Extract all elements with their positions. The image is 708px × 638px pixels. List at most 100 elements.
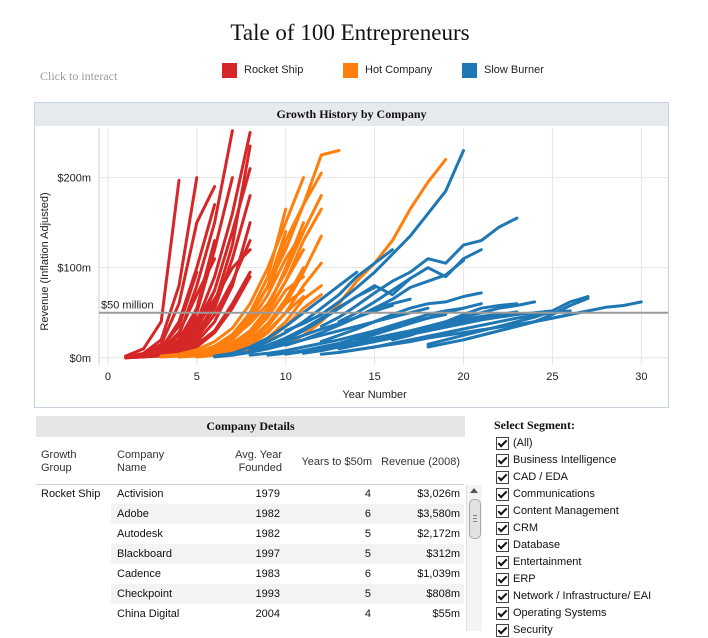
- chart-header: Growth History by Company: [35, 103, 668, 126]
- row-stripe: [111, 504, 464, 524]
- table-row[interactable]: Blackboard 1997 5 $312m: [36, 544, 464, 564]
- column-header-line: Name: [117, 462, 147, 474]
- series-line: [426, 295, 590, 346]
- click-to-interact-hint[interactable]: Click to interact: [40, 69, 118, 83]
- revenue-cell: $3,580m: [417, 508, 460, 520]
- years-cell: 5: [364, 528, 371, 540]
- table-header-divider: [36, 484, 464, 485]
- segment-option-network-infrastructure-eai[interactable]: Network / Infrastructure/ EAI: [496, 588, 651, 604]
- series-line: [159, 306, 270, 359]
- segment-label: ERP: [513, 573, 536, 585]
- checkbox-checked-icon[interactable]: [496, 504, 509, 518]
- segment-option-business-intelligence[interactable]: Business Intelligence: [496, 452, 616, 468]
- legend-item-rocket-ship[interactable]: Rocket Ship: [222, 61, 303, 79]
- series-line: [319, 291, 483, 344]
- checkbox-checked-icon[interactable]: [496, 521, 509, 535]
- segment-option-all[interactable]: (All): [496, 435, 533, 451]
- company-name-cell: Cadence: [117, 568, 162, 580]
- revenue-cell: $312m: [426, 548, 460, 560]
- series-line: [284, 149, 465, 333]
- checkbox-checked-icon[interactable]: [496, 606, 509, 620]
- legend-item-slow-burner[interactable]: Slow Burner: [462, 61, 544, 79]
- segment-label: Content Management: [513, 505, 619, 517]
- segment-option-communications[interactable]: Communications: [496, 486, 595, 502]
- y-tick-label: $0m: [70, 353, 91, 365]
- checkbox-checked-icon[interactable]: [496, 538, 509, 552]
- series-line: [213, 270, 359, 358]
- x-tick-label: 0: [105, 371, 111, 383]
- legend-label: Rocket Ship: [244, 64, 304, 76]
- table-row[interactable]: Checkpoint 1993 5 $808m: [36, 584, 464, 604]
- row-stripe: [111, 584, 464, 604]
- legend-label: Hot Company: [365, 64, 433, 76]
- founded-cell: 1982: [255, 508, 280, 520]
- column-header-growth-group[interactable]: Growth Group: [41, 449, 76, 475]
- checkbox-checked-icon[interactable]: [496, 572, 509, 586]
- company-details-title: Company Details: [206, 419, 295, 433]
- segment-label: Communications: [513, 488, 595, 500]
- segment-label: (All): [513, 437, 533, 449]
- table-scrollbar[interactable]: [466, 485, 482, 631]
- table-row[interactable]: Autodesk 1982 5 $2,172m: [36, 524, 464, 544]
- segment-option-security[interactable]: Security: [496, 622, 553, 638]
- series-line: [124, 178, 181, 358]
- checkbox-checked-icon[interactable]: [496, 453, 509, 467]
- checkbox-checked-icon[interactable]: [496, 555, 509, 569]
- column-header-line: Founded: [238, 462, 282, 474]
- x-axis-label: Year Number: [342, 389, 407, 401]
- growth-history-panel: Growth History by Company $0m $100m $200m 0…: [34, 102, 669, 408]
- chart-title: Growth History by Company: [276, 107, 427, 121]
- series-line: [302, 300, 537, 355]
- checkbox-checked-icon[interactable]: [496, 487, 509, 501]
- segment-option-content-management[interactable]: Content Management: [496, 503, 619, 519]
- company-name-cell: Autodesk: [117, 528, 163, 540]
- legend-swatch-slow-burner: [462, 62, 477, 78]
- x-tick-label: 25: [546, 371, 558, 383]
- y-axis-label: Revenue (Inflation Adjusted): [39, 192, 51, 330]
- x-tick-label: 20: [457, 371, 469, 383]
- segment-option-database[interactable]: Database: [496, 537, 560, 553]
- column-header-years-to-50m[interactable]: Years to $50m: [301, 456, 372, 468]
- checkbox-checked-icon[interactable]: [496, 623, 509, 637]
- column-header-line: Group: [41, 462, 72, 474]
- column-header-avg-year-founded[interactable]: Avg. Year Founded: [200, 449, 282, 475]
- scroll-thumb[interactable]: [469, 499, 481, 539]
- table-row[interactable]: Cadence 1983 6 $1,039m: [36, 564, 464, 584]
- checkbox-checked-icon[interactable]: [496, 436, 509, 450]
- x-tick-label: 30: [635, 371, 647, 383]
- table-row[interactable]: Adobe 1982 6 $3,580m: [36, 504, 464, 524]
- series-line: [319, 313, 572, 356]
- segment-label: Entertainment: [513, 556, 582, 568]
- scroll-up-arrow-icon[interactable]: [470, 488, 478, 493]
- growth-history-chart[interactable]: $0m $100m $200m 0 5 10 15 20 25 30 Year Number Reve…: [35, 103, 668, 407]
- segment-option-entertainment[interactable]: Entertainment: [496, 554, 581, 570]
- y-tick-label: $100m: [57, 263, 91, 275]
- segment-label: Business Intelligence: [513, 454, 617, 466]
- series-line: [213, 306, 430, 359]
- segment-option-erp[interactable]: ERP: [496, 571, 536, 587]
- column-header-line: Avg. Year: [235, 449, 282, 461]
- years-cell: 5: [364, 588, 371, 600]
- segment-option-operating-systems[interactable]: Operating Systems: [496, 605, 607, 621]
- segment-option-cad-eda[interactable]: CAD / EDA: [496, 469, 568, 485]
- company-name-cell: Checkpoint: [117, 588, 173, 600]
- checkbox-checked-icon[interactable]: [496, 470, 509, 484]
- segment-option-crm[interactable]: CRM: [496, 520, 538, 536]
- series-line: [124, 315, 199, 359]
- company-name-cell: Blackboard: [117, 548, 173, 560]
- grip-line: [473, 518, 477, 519]
- table-row[interactable]: Rocket Ship Activision 1979 4 $3,026m: [36, 484, 464, 504]
- growth-group-cell: Rocket Ship: [41, 488, 101, 500]
- series-line: [337, 309, 554, 351]
- column-header-line: Company: [117, 449, 165, 461]
- legend-item-hot-company[interactable]: Hot Company: [343, 61, 432, 79]
- years-cell: 6: [364, 568, 371, 580]
- legend-swatch-hot-company: [343, 62, 358, 78]
- years-cell: 5: [364, 548, 371, 560]
- segment-label: Database: [513, 539, 561, 551]
- column-header-company-name[interactable]: Company Name: [117, 449, 164, 475]
- checkbox-checked-icon[interactable]: [496, 589, 509, 603]
- segment-filter-title: Select Segment:: [494, 418, 575, 432]
- column-header-revenue-2008[interactable]: Revenue (2008): [381, 456, 460, 468]
- table-row[interactable]: China Digital 2004 4 $55m: [36, 604, 464, 624]
